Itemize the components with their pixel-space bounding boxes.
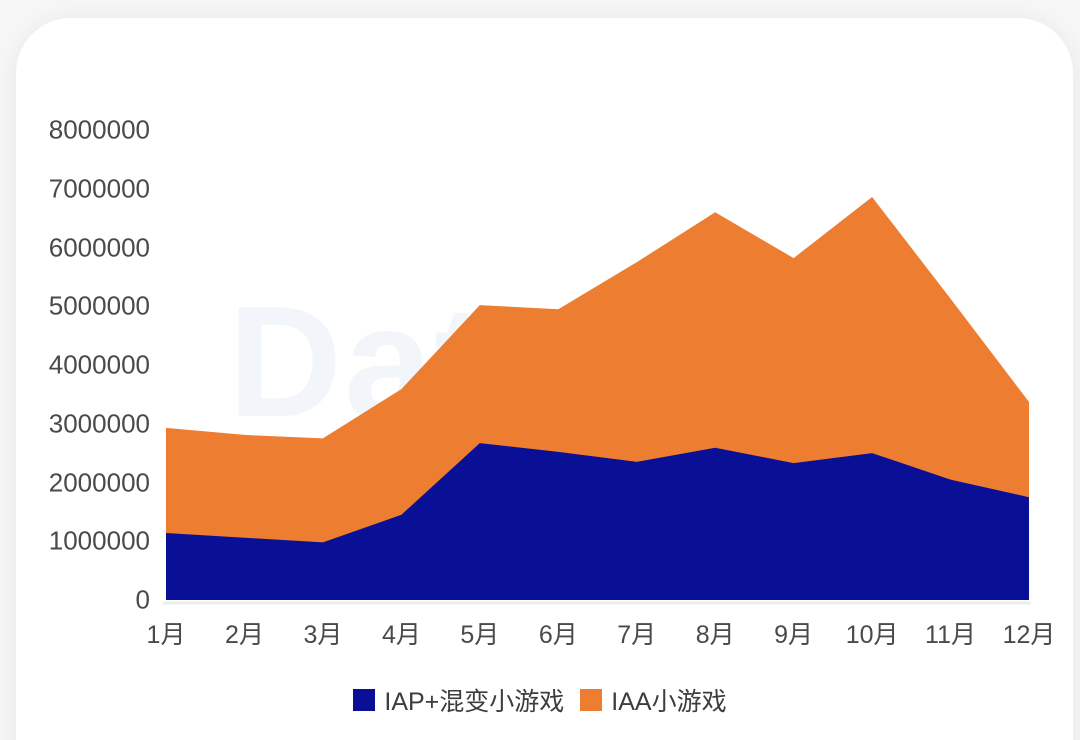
x-tick-label: 8月 xyxy=(695,621,735,649)
y-tick-label: 8000000 xyxy=(48,114,150,145)
legend-swatch-iaa xyxy=(580,689,603,711)
legend-label-iap: IAP+混变小游戏 xyxy=(384,688,565,716)
x-tick-label: 5月 xyxy=(460,621,500,649)
legend-swatch-iap xyxy=(353,689,376,711)
legend-label-iaa: IAA小游戏 xyxy=(611,688,727,716)
x-tick-label: 12月 xyxy=(1002,621,1056,649)
x-tick-label: 3月 xyxy=(303,621,343,649)
x-tick-label: 10月 xyxy=(845,621,899,649)
legend: IAP+混变小游戏 IAA小游戏 xyxy=(0,682,1080,718)
x-tick-label: 2月 xyxy=(225,621,264,649)
x-tick-label: 6月 xyxy=(538,621,578,649)
legend-item-iaa: IAA小游戏 xyxy=(580,682,727,718)
x-tick-label: 1月 xyxy=(146,621,186,649)
y-tick-label: 7000000 xyxy=(48,173,150,204)
legend-item-iap: IAP+混变小游戏 xyxy=(353,682,564,718)
x-tick-label: 9月 xyxy=(774,621,814,649)
y-tick-label: 6000000 xyxy=(48,232,150,262)
y-tick-label: 5000000 xyxy=(48,290,150,321)
x-tick-label: 11月 xyxy=(925,621,976,649)
area-iap-hybrid-minigame xyxy=(166,443,1029,600)
x-tick-label: 7月 xyxy=(617,621,657,649)
y-tick-label: 0 xyxy=(135,584,150,615)
y-tick-label: 4000000 xyxy=(48,349,150,380)
y-axis: 0 1000000 2000000 3000000 4000000 5000000 6000… xyxy=(30,0,150,740)
y-tick-label: 2000000 xyxy=(48,467,150,497)
y-tick-label: 1000000 xyxy=(48,525,150,556)
y-tick-label: 3000000 xyxy=(48,408,150,439)
x-tick-label: 4月 xyxy=(381,621,421,649)
